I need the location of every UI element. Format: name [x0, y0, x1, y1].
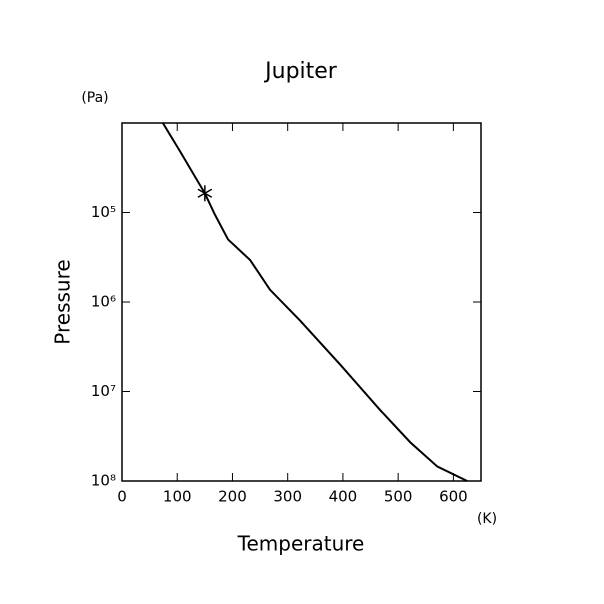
x-tick-label: 100 [163, 488, 192, 506]
chart-title: Jupiter [263, 59, 338, 84]
x-tick-label: 600 [439, 488, 468, 506]
x-tick-label: 200 [218, 488, 247, 506]
y-axis-title: Pressure [51, 259, 75, 344]
x-unit: (K) [477, 511, 497, 527]
line [162, 122, 468, 482]
marker [197, 185, 213, 202]
y-tick-label: 10⁶ [91, 293, 116, 311]
x-axis-title: Temperature [237, 532, 365, 556]
y-tick-label: 10⁸ [91, 472, 116, 490]
x-tick-label: 500 [384, 488, 413, 506]
x-tick-label: 300 [273, 488, 302, 506]
plot-frame [121, 122, 482, 482]
marker-stroke [197, 188, 213, 198]
y-unit: (Pa) [81, 90, 108, 106]
y-tick-label: 10⁵ [91, 203, 116, 221]
x-tick-label: 400 [329, 488, 358, 506]
x-tick-label: 0 [117, 488, 127, 506]
y-tick-label: 10⁷ [91, 382, 116, 400]
